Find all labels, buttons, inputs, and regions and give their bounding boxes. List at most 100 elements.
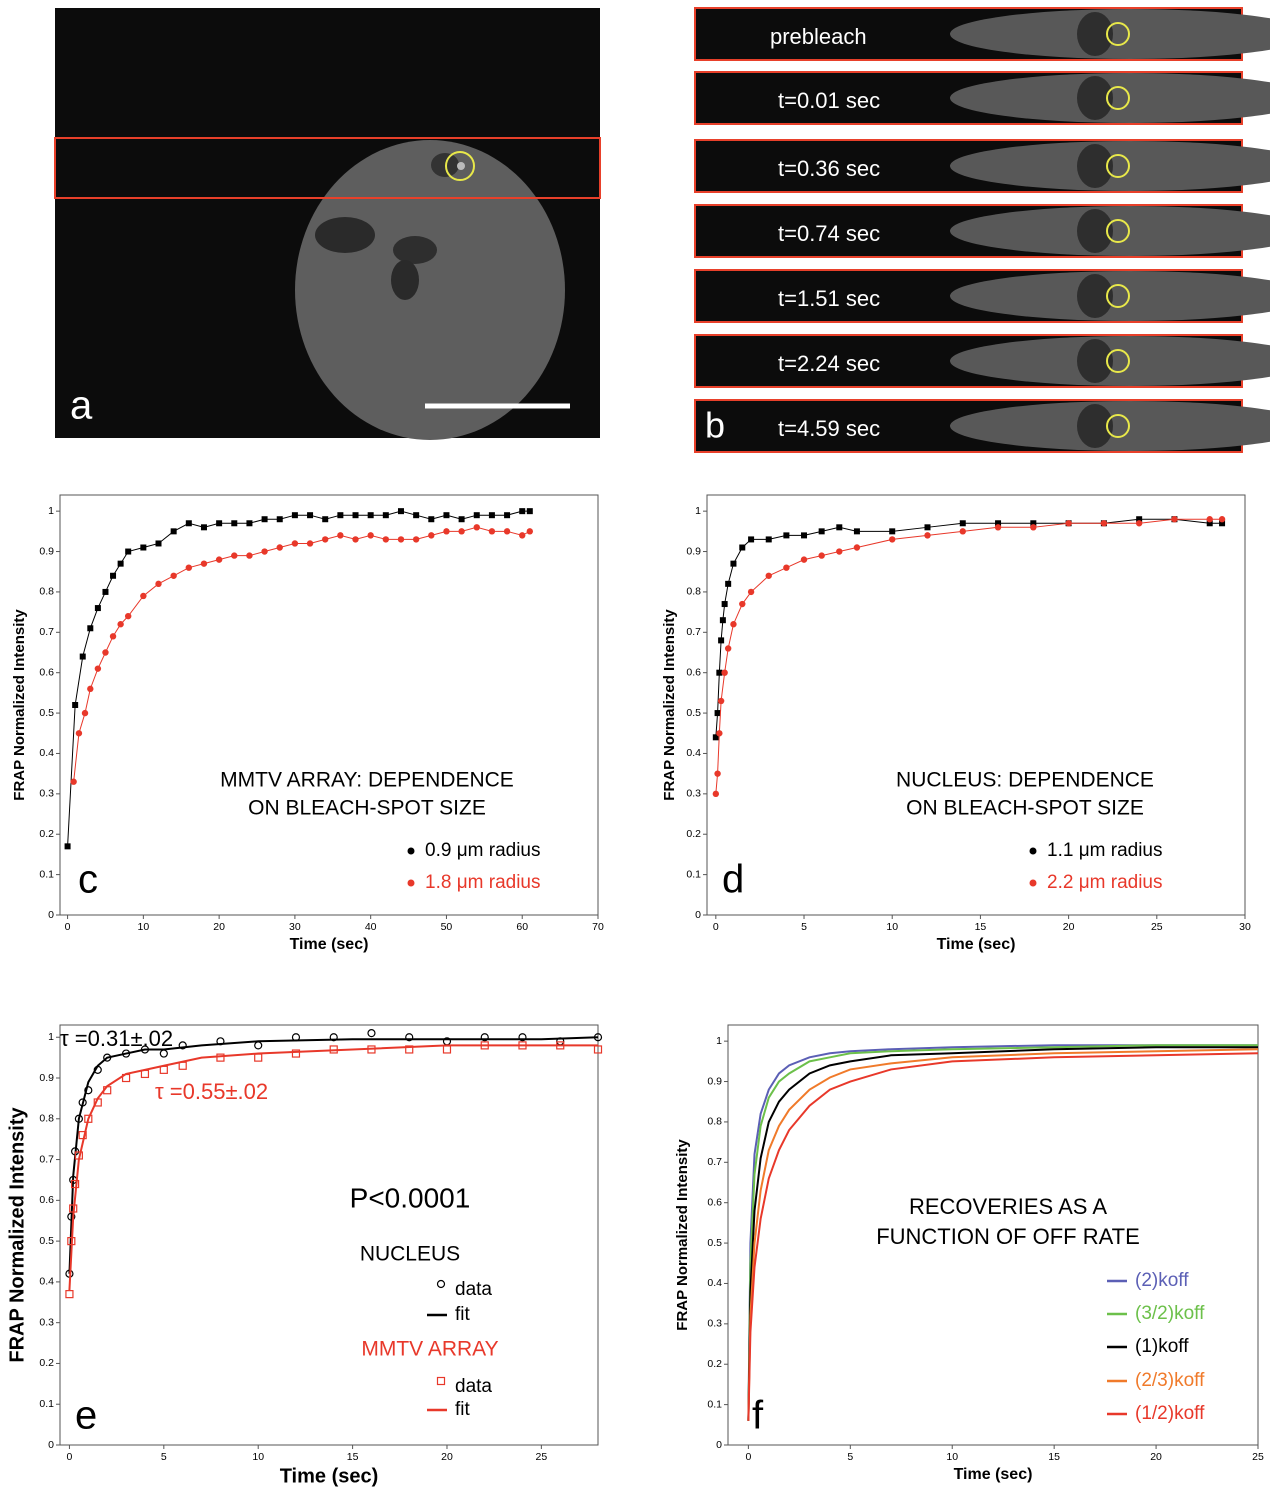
data-point [140,544,147,551]
y-tick-label: 0.9 [39,1072,54,1084]
series-line [68,1036,599,1274]
data-point [765,536,772,543]
x-tick-label: 25 [536,1451,548,1463]
y-tick-label: 0.7 [686,626,701,638]
annotation: NUCLEUS: DEPENDENCE [896,769,1154,792]
y-tick-label: 0 [48,1439,54,1451]
dark-region [1077,144,1113,188]
y-tick-label: 0.2 [686,828,701,840]
data-point [216,520,223,527]
data-point [503,528,511,535]
data-point [382,512,389,519]
frame-label: t=0.01 sec [778,88,880,113]
legend-swatch [1029,879,1037,887]
y-tick-label: 0.6 [39,666,54,678]
data-point [306,540,314,547]
x-tick-label: 30 [289,921,301,933]
annotation: FUNCTION OF OFF RATE [876,1224,1140,1249]
data-point [721,601,728,608]
data-point [504,512,511,519]
data-point [716,730,723,737]
data-point [352,536,359,543]
panel-label: d [722,858,744,902]
data-point [526,508,533,515]
y-tick-label: 0 [48,909,54,921]
y-tick-label: 0.5 [686,707,701,719]
data-point [519,532,526,539]
legend-label: 1.1 μm radius [1047,840,1163,861]
y-tick-label: 0.8 [39,1113,54,1125]
series-line [747,1044,1258,1421]
data-point [231,520,238,527]
data-point [397,536,405,543]
data-point [959,520,966,527]
x-axis-label: Time (sec) [280,1465,379,1487]
y-tick-label: 0.7 [707,1156,722,1168]
data-point [352,512,359,519]
data-point [995,520,1002,527]
x-tick-label: 0 [713,921,719,933]
dark-region [1077,404,1113,448]
data-point [65,1290,74,1299]
series-line [747,1048,1259,1421]
data-point [800,556,808,563]
annotation: ON BLEACH-SPOT SIZE [248,797,486,820]
y-tick-label: 0.4 [707,1277,722,1289]
x-tick-label: 20 [1150,1451,1162,1463]
data-point [140,592,147,600]
data-point [216,1053,225,1062]
data-point [480,1033,489,1042]
data-point [291,540,299,547]
legend-label: (2)koff [1135,1270,1189,1291]
data-point [801,532,808,539]
x-tick-label: 20 [441,1451,453,1463]
data-point [853,528,860,535]
data-point [170,528,177,535]
data-point [719,617,726,624]
y-axis-label: FRAP Normalized Intensity [11,609,28,801]
x-tick-label: 5 [847,1451,853,1463]
panel-label: c [78,858,98,902]
dark-region [315,217,375,253]
bleach-spot [1106,284,1130,308]
data-point [1100,520,1108,527]
dark-region [431,153,459,177]
data-point [1206,520,1213,527]
data-point [291,1049,301,1058]
annotation: τ =0.31±.02 [60,1026,173,1051]
data-point [765,572,772,579]
data-point [712,734,719,741]
x-tick-label: 20 [213,921,225,933]
data-point [413,512,420,519]
data-point [79,653,86,660]
data-point [518,1033,527,1042]
data-point [730,560,737,567]
y-tick-label: 0.3 [707,1318,722,1330]
dark-region [1077,274,1113,318]
x-tick-label: 5 [801,921,807,933]
y-tick-label: 0.1 [707,1398,722,1410]
data-point [1171,516,1178,523]
frame-label: t=4.59 sec [778,416,880,441]
data-point [1065,520,1072,527]
data-point [747,588,755,596]
annotation: NUCLEUS [360,1243,460,1266]
x-tick-label: 10 [138,921,150,933]
bleach-spot [1106,154,1130,178]
legend-label: (3/2)koff [1135,1303,1205,1324]
x-axis-label: Time (sec) [937,936,1016,953]
legend-label: data [455,1279,492,1300]
legend-label: 2.2 μm radius [1047,872,1163,893]
y-tick-label: 0.5 [707,1237,722,1249]
data-point [1135,520,1143,527]
x-tick-label: 40 [365,921,377,933]
data-point [488,528,496,535]
data-point [924,524,931,531]
data-point [818,528,825,535]
y-tick-label: 0.1 [39,868,54,880]
x-tick-label: 5 [161,1451,167,1463]
x-tick-label: 15 [347,1451,359,1463]
series-line [747,1046,1258,1421]
data-point [836,524,843,531]
legend-label: 0.9 μm radius [425,840,541,861]
